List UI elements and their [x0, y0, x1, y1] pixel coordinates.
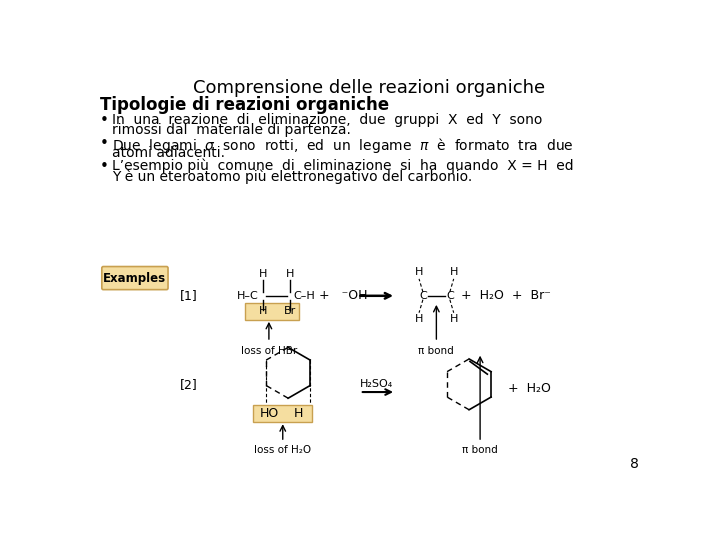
Text: Tipologie di reazioni organiche: Tipologie di reazioni organiche — [99, 96, 389, 113]
Text: π bond: π bond — [418, 346, 454, 356]
Text: H–C: H–C — [237, 291, 259, 301]
Text: loss of HBr: loss of HBr — [240, 346, 297, 356]
Text: +  H₂O  +  Br⁻: + H₂O + Br⁻ — [462, 289, 552, 302]
Text: H₂SO₄: H₂SO₄ — [360, 379, 393, 389]
FancyBboxPatch shape — [245, 303, 299, 320]
FancyBboxPatch shape — [253, 405, 312, 422]
Text: HO: HO — [259, 407, 279, 420]
Text: Examples: Examples — [104, 272, 166, 285]
Text: +   ⁻OH: + ⁻OH — [319, 289, 367, 302]
Text: H: H — [449, 267, 458, 278]
Text: H: H — [286, 269, 294, 279]
Text: L’esempio più  comune  di  eliminazione  si  ha  quando  X = H  ed: L’esempio più comune di eliminazione si … — [112, 159, 573, 173]
Text: atomi adiacenti.: atomi adiacenti. — [112, 146, 225, 160]
Text: +  H₂O: + H₂O — [508, 382, 551, 395]
Text: Due  legami  $\sigma$  sono  rotti,  ed  un  legame  $\pi$  è  formato  tra  due: Due legami $\sigma$ sono rotti, ed un le… — [112, 136, 574, 154]
Text: Y è un eteroatomo più elettronegativo del carbonio.: Y è un eteroatomo più elettronegativo de… — [112, 170, 472, 184]
Text: Comprensione delle reazioni organiche: Comprensione delle reazioni organiche — [193, 79, 545, 97]
FancyBboxPatch shape — [102, 267, 168, 289]
Text: [1]: [1] — [180, 289, 198, 302]
Text: In  una  reazione  di  eliminazione,  due  gruppi  X  ed  Y  sono: In una reazione di eliminazione, due gru… — [112, 112, 542, 126]
Text: H: H — [258, 306, 267, 316]
Text: Br: Br — [284, 306, 296, 316]
Text: H: H — [415, 267, 423, 278]
Text: 8: 8 — [629, 457, 639, 471]
Text: H: H — [415, 314, 423, 325]
Text: π bond: π bond — [462, 445, 498, 455]
Text: loss of H₂O: loss of H₂O — [254, 445, 311, 455]
Text: H: H — [258, 269, 267, 279]
Text: C–H: C–H — [294, 291, 315, 301]
Text: C: C — [446, 291, 454, 301]
Text: •: • — [99, 112, 109, 127]
Text: •: • — [99, 136, 109, 151]
Text: C: C — [419, 291, 427, 301]
Text: •: • — [99, 159, 109, 174]
Text: rimossi dal  materiale di partenza.: rimossi dal materiale di partenza. — [112, 123, 351, 137]
Text: [2]: [2] — [180, 378, 198, 391]
Text: H: H — [294, 407, 303, 420]
Text: H: H — [449, 314, 458, 325]
